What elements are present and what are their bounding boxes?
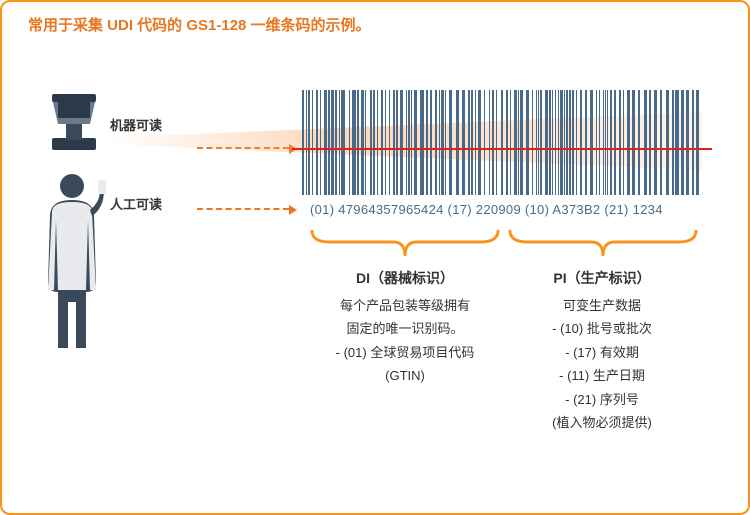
pi-section-title: PI（生产标识） — [502, 268, 702, 288]
section-line: - (17) 有效期 — [502, 341, 702, 364]
section-line: - (11) 生产日期 — [502, 364, 702, 387]
pi-section-body: 可变生产数据- (10) 批号或批次- (17) 有效期- (11) 生产日期-… — [502, 294, 702, 434]
section-line: - (10) 批号或批次 — [502, 317, 702, 340]
section-line: 可变生产数据 — [502, 294, 702, 317]
barcode-hri-text: (01) 47964357965424 (17) 220909 (10) A37… — [310, 202, 663, 217]
section-line: - (01) 全球贸易项目代码 — [305, 341, 505, 364]
page-title: 常用于采集 UDI 代码的 GS1-128 一维条码的示例。 — [28, 14, 371, 35]
section-line: (植入物必须提供) — [502, 411, 702, 434]
di-section-title: DI（器械标识） — [305, 268, 505, 288]
scan-line — [292, 148, 712, 150]
gs1-128-barcode — [302, 90, 702, 195]
section-line: (GTIN) — [305, 364, 505, 387]
section-line: 每个产品包装等级拥有 — [305, 294, 505, 317]
di-section-body: 每个产品包装等级拥有固定的唯一识别码。- (01) 全球贸易项目代码(GTIN) — [305, 294, 505, 388]
diagram-frame: 常用于采集 UDI 代码的 GS1-128 一维条码的示例。 机器可读 人工可读 — [0, 0, 750, 515]
person-reading-icon — [46, 172, 108, 352]
label-human-readable: 人工可读 — [110, 194, 162, 213]
brace-pi — [508, 228, 698, 258]
section-line: - (21) 序列号 — [502, 388, 702, 411]
section-line: 固定的唯一识别码。 — [305, 317, 505, 340]
barcode-scanner-icon — [46, 90, 102, 152]
arrow-human — [197, 208, 289, 210]
brace-di — [310, 228, 500, 258]
